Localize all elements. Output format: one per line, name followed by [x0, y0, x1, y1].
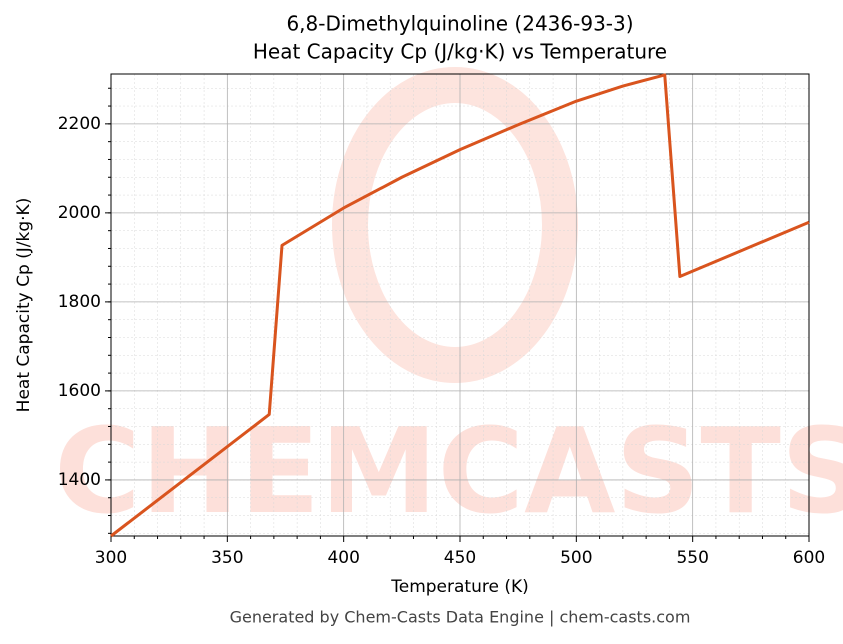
x-tick-label: 450 — [444, 548, 476, 568]
x-tick-label: 350 — [211, 548, 243, 568]
x-axis-label: Temperature (K) — [390, 577, 529, 597]
watermark-logo — [332, 67, 578, 383]
x-tick-label: 400 — [327, 548, 359, 568]
chart-title: 6,8-Dimethylquinoline (2436-93-3) — [286, 12, 633, 36]
chart-subtitle: Heat Capacity Cp (J/kg·K) vs Temperature — [253, 40, 667, 64]
y-tick-label: 1400 — [58, 470, 101, 490]
x-tick-label: 600 — [793, 548, 825, 568]
plot-frame — [110, 73, 810, 537]
y-axis-label: Heat Capacity Cp (J/kg·K) — [14, 198, 34, 413]
x-tick-label: 550 — [676, 548, 708, 568]
y-tick-label: 2000 — [58, 203, 101, 223]
y-tick-label: 1800 — [58, 292, 101, 312]
y-tick-label: 1600 — [58, 381, 101, 401]
x-tick-label: 300 — [95, 548, 127, 568]
watermark: CHEMCASTS — [54, 402, 843, 540]
data-line — [110, 73, 810, 538]
x-tick-label: 500 — [560, 548, 592, 568]
y-tick-label: 2200 — [58, 114, 101, 134]
footer: Generated by Chem-Casts Data Engine | ch… — [230, 608, 691, 627]
